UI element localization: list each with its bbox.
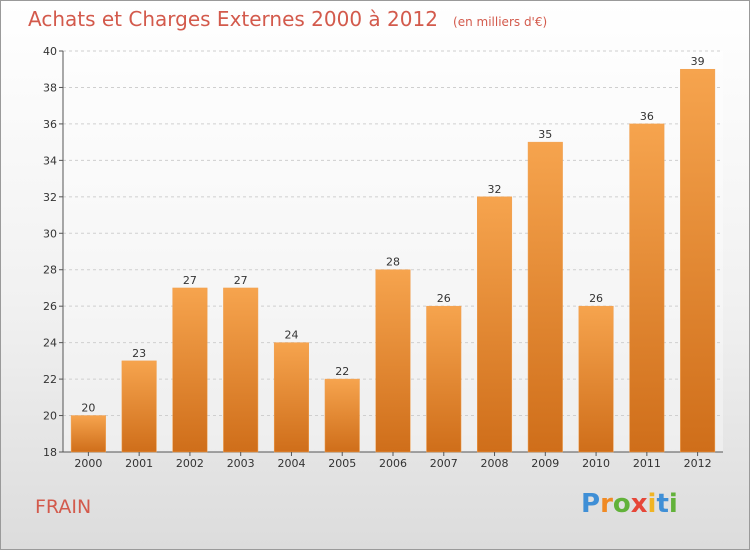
x-tick-label: 2007 bbox=[430, 457, 458, 470]
bar-value-label: 20 bbox=[81, 402, 95, 415]
bar-value-label: 26 bbox=[589, 292, 603, 305]
y-tick-label: 24 bbox=[43, 337, 57, 350]
bar bbox=[324, 378, 360, 453]
x-tick-label: 2003 bbox=[227, 457, 255, 470]
x-tick-label: 2010 bbox=[582, 457, 610, 470]
logo-letter: i bbox=[668, 489, 678, 519]
logo-letter: o bbox=[612, 489, 631, 519]
bar-value-label: 36 bbox=[640, 110, 654, 123]
bar-value-label: 22 bbox=[335, 365, 349, 378]
y-tick-label: 34 bbox=[43, 154, 57, 167]
y-tick-label: 32 bbox=[43, 191, 57, 204]
bar bbox=[426, 305, 462, 453]
x-tick-label: 2002 bbox=[176, 457, 204, 470]
bar-value-label: 32 bbox=[488, 183, 502, 196]
chart-title: Achats et Charges Externes 2000 à 2012 (… bbox=[28, 7, 547, 31]
bar bbox=[172, 287, 208, 453]
bar bbox=[121, 360, 157, 453]
proxiti-logo: Proxiti bbox=[581, 489, 678, 519]
y-tick-label: 36 bbox=[43, 118, 57, 131]
bar-value-label: 23 bbox=[132, 347, 146, 360]
bar bbox=[527, 141, 563, 453]
bar bbox=[375, 269, 411, 453]
logo-letter: r bbox=[600, 489, 613, 519]
y-tick-label: 26 bbox=[43, 300, 57, 313]
bar bbox=[70, 415, 106, 453]
x-tick-label: 2008 bbox=[481, 457, 509, 470]
chart-title-text: Achats et Charges Externes 2000 à 2012 bbox=[28, 7, 438, 31]
x-tick-label: 2000 bbox=[74, 457, 102, 470]
x-tick-label: 2012 bbox=[684, 457, 712, 470]
y-tick-label: 22 bbox=[43, 373, 57, 386]
bar-value-label: 24 bbox=[284, 329, 298, 342]
y-tick-label: 20 bbox=[43, 410, 57, 423]
bar-value-label: 27 bbox=[234, 274, 248, 287]
x-tick-label: 2004 bbox=[277, 457, 305, 470]
bar bbox=[273, 342, 309, 453]
logo-letter: i bbox=[647, 489, 657, 519]
bar bbox=[223, 287, 259, 453]
bar-value-label: 26 bbox=[437, 292, 451, 305]
bar bbox=[477, 196, 513, 453]
bar-value-label: 39 bbox=[691, 55, 705, 68]
bar bbox=[629, 123, 665, 453]
x-tick-label: 2009 bbox=[531, 457, 559, 470]
y-tick-label: 28 bbox=[43, 264, 57, 277]
bar-value-label: 28 bbox=[386, 256, 400, 269]
bar bbox=[680, 68, 716, 453]
bar-value-label: 35 bbox=[538, 128, 552, 141]
y-tick-label: 30 bbox=[43, 227, 57, 240]
y-tick-label: 18 bbox=[43, 446, 57, 459]
y-tick-label: 40 bbox=[43, 45, 57, 58]
y-tick-label: 38 bbox=[43, 81, 57, 94]
bar bbox=[578, 305, 614, 453]
x-tick-label: 2005 bbox=[328, 457, 356, 470]
logo-letter: t bbox=[656, 489, 669, 519]
x-tick-label: 2001 bbox=[125, 457, 153, 470]
logo-letter: x bbox=[630, 489, 648, 519]
logo-letter: P bbox=[581, 489, 601, 519]
commune-name: FRAIN bbox=[35, 496, 92, 518]
x-tick-label: 2011 bbox=[633, 457, 661, 470]
x-tick-label: 2006 bbox=[379, 457, 407, 470]
chart-unit-text: (en milliers d'€) bbox=[453, 15, 548, 29]
bar-value-label: 27 bbox=[183, 274, 197, 287]
